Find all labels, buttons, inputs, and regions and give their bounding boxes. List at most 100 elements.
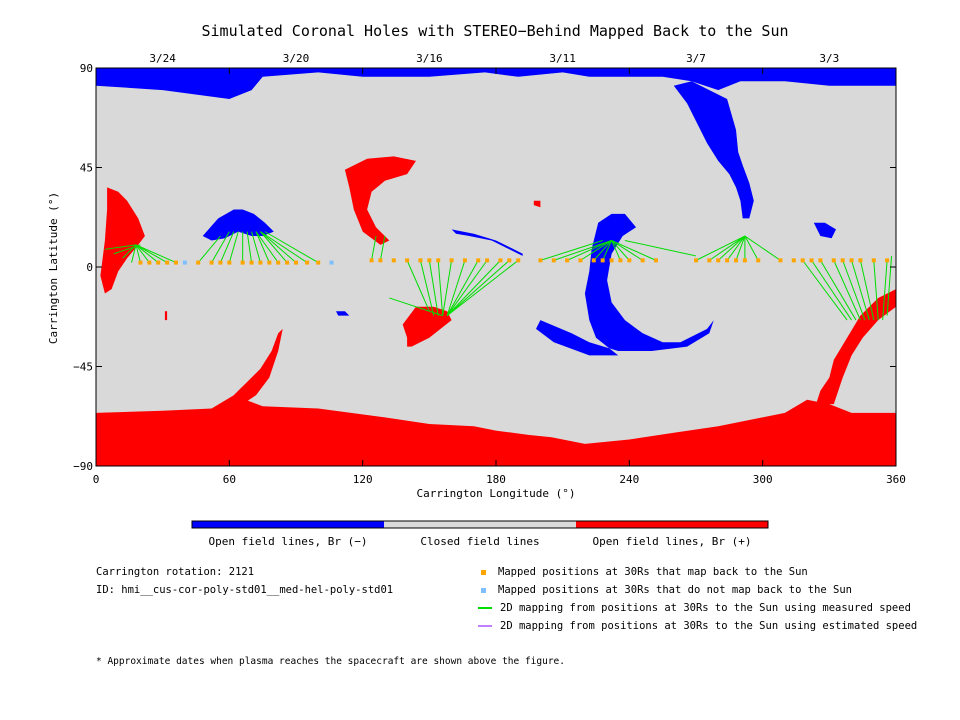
mapped-position-marker (405, 258, 410, 263)
measured-speed-mapping-line (602, 240, 613, 261)
x-tick-label: 300 (753, 473, 773, 486)
measured-speed-mapping-line (611, 240, 630, 261)
mapped-position-marker (138, 260, 143, 265)
measured-speed-mapping-line (540, 239, 603, 261)
y-tick-label: −45 (73, 361, 93, 374)
measured-speed-mapping-line (442, 260, 453, 316)
measured-speed-mapping-line (811, 260, 852, 321)
mapped-position-marker (147, 260, 152, 265)
mapped-position-marker (609, 258, 614, 263)
legend-label: Mapped positions at 30Rs that do not map… (498, 584, 853, 596)
measured-speed-mapping-line (419, 260, 435, 316)
top-date-label: 3/16 (416, 52, 443, 65)
region-tongue-near-80 (229, 328, 283, 405)
mapped-position-marker (756, 258, 761, 263)
legend-label: 2D mapping from positions at 30Rs to the… (500, 602, 911, 614)
mapped-position-marker (258, 260, 263, 265)
mapped-position-marker (640, 258, 645, 263)
mapped-position-marker (378, 258, 383, 263)
legend-label: 2D mapping from positions at 30Rs to the… (500, 620, 918, 632)
mapped-position-marker (369, 258, 374, 263)
measured-speed-mapping-line (580, 240, 612, 261)
mapped-position-marker (305, 260, 310, 265)
measured-speed-mapping-line (260, 231, 297, 263)
measured-speed-mapping-line (379, 235, 386, 261)
measured-speed-mapping-line (735, 235, 746, 261)
x-tick-label: 360 (886, 473, 906, 486)
measured-speed-mapping-line (717, 235, 746, 261)
mapped-position-marker (871, 258, 876, 263)
mapped-position-marker (800, 258, 805, 263)
x-tick-label: 240 (619, 473, 639, 486)
colorbar: Open field lines, Br (−) Closed field lin… (191, 520, 769, 548)
region-speck-198 (533, 200, 541, 208)
x-tick-label: 0 (93, 473, 100, 486)
mapped-position-marker (227, 260, 232, 265)
measured-speed-mapping-line (104, 244, 137, 250)
measured-speed-mapping-line (820, 260, 857, 321)
measured-speed-mapping-line (135, 244, 177, 264)
measured-speed-mapping-line (135, 244, 168, 264)
x-axis-label: Carrington Longitude (°) (417, 487, 576, 500)
mapped-position-marker (716, 258, 721, 263)
mapped-position-marker (809, 258, 814, 263)
top-date-label: 3/20 (283, 52, 310, 65)
measured-speed-mapping-line (371, 235, 377, 261)
mapped-position-marker (218, 260, 223, 265)
mapped-position-marker (156, 260, 161, 265)
mapped-position-marker (858, 258, 863, 263)
measured-speed-mapping-line (131, 244, 137, 263)
measured-speed-mapping-line (135, 244, 159, 263)
mapped-position-marker (849, 258, 854, 263)
measured-speed-mapping-line (873, 260, 879, 321)
measured-speed-mapping-line (611, 240, 621, 261)
measured-speed-mapping-line (566, 240, 612, 261)
legend-entry: 2D mapping from positions at 30Rs to the… (478, 602, 911, 614)
mapped-position-marker (600, 258, 605, 263)
region-arc-hole-230 (536, 213, 714, 356)
measured-speed-mapping-line (833, 260, 861, 321)
x-tick-label: 60 (223, 473, 236, 486)
mapped-position-marker (778, 258, 783, 263)
mapped-position-marker (654, 258, 658, 263)
measured-speed-mapping-line (135, 244, 141, 263)
region-south-polar-cap-positive (96, 395, 896, 466)
mapped-position-marker (316, 260, 321, 265)
mapped-position-marker (485, 258, 490, 263)
mapped-position-marker (591, 258, 596, 263)
measured-speed-mapping-line (122, 244, 137, 259)
mapped-position-marker (436, 258, 441, 263)
x-tick-label: 120 (353, 473, 373, 486)
region-left-hole-10 (100, 187, 145, 294)
measured-speed-mapping-line (135, 244, 150, 263)
measured-speed-mapping-line (709, 235, 746, 261)
region-tiny-blob-110 (336, 311, 350, 316)
colorbar-segment (384, 521, 576, 528)
mapped-position-marker (618, 258, 623, 263)
mapped-position-marker (449, 258, 454, 263)
region-right-hole-340 (816, 289, 896, 405)
mapped-position-marker (391, 258, 396, 263)
region-speck-32 (164, 311, 168, 321)
mapped-position-marker (627, 258, 632, 263)
region-hook-hole-140 (344, 156, 416, 245)
measured-speed-mapping-line (446, 260, 466, 316)
measured-speed-mapping-line (624, 239, 697, 257)
mapped-position-marker (551, 258, 556, 263)
mapped-position-marker (285, 260, 290, 265)
colorbar-label: Closed field lines (420, 535, 539, 548)
mapped-position-marker (885, 258, 890, 263)
map-axes: 0 60 120 180 240 300 360 90 45 0 −45 −90 (73, 62, 906, 486)
measured-speed-mapping-line (251, 231, 261, 263)
measured-speed-mapping-line (437, 260, 444, 316)
measured-speed-mapping-line (211, 231, 230, 263)
measured-speed-mapping-line (695, 235, 746, 261)
top-date-label: 3/24 (149, 52, 176, 65)
top-date-label: 3/7 (686, 52, 706, 65)
measured-speed-mapping-line (246, 231, 253, 263)
measured-speed-mapping-line (260, 231, 308, 263)
measured-speed-mapping-line (859, 260, 875, 321)
measured-speed-mapping-line (851, 260, 870, 321)
measured-speed-mapping-line (260, 231, 288, 263)
